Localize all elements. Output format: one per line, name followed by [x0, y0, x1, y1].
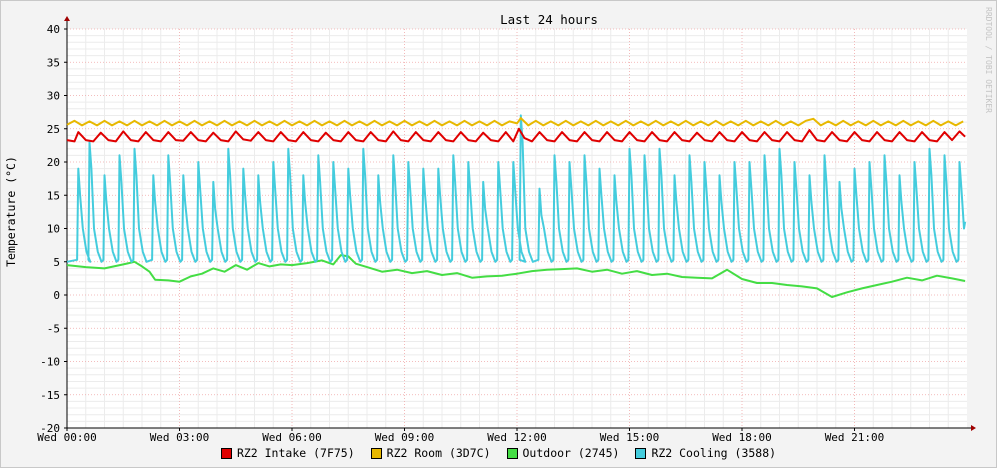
y-tick-label: 30: [47, 90, 60, 103]
x-tick-label: Wed 06:00: [262, 431, 322, 444]
x-tick-label: Wed 21:00: [825, 431, 885, 444]
y-axis-arrow: [64, 16, 70, 21]
x-tick-label: Wed 00:00: [37, 431, 97, 444]
y-axis-label: Temperature (°C): [4, 156, 18, 267]
series-line: [66, 127, 966, 143]
y-tick-label: 15: [47, 189, 60, 202]
legend-label: RZ2 Intake (7F75): [236, 446, 355, 460]
y-tick-label: 40: [47, 23, 60, 36]
legend-item-outdoor: Outdoor (2745): [506, 446, 620, 460]
legend-label: RZ2 Cooling (3588): [651, 446, 777, 460]
x-tick-label: Wed 18:00: [712, 431, 772, 444]
y-tick-label: 25: [47, 123, 60, 136]
y-tick-label: -10: [40, 356, 60, 369]
x-tick-label: Wed 03:00: [150, 431, 210, 444]
legend-swatch: [370, 447, 382, 459]
y-tick-label: -20: [40, 422, 60, 435]
legend-label: Outdoor (2745): [522, 446, 620, 460]
legend-swatch: [506, 447, 518, 459]
series-line: [66, 117, 964, 127]
x-tick-label: Wed 15:00: [600, 431, 660, 444]
y-tick-label: 0: [53, 289, 60, 302]
legend-item-intake: RZ2 Intake (7F75): [220, 446, 355, 460]
rrdtool-watermark: RRDTOOL / TOBI OETIKER: [984, 7, 993, 113]
y-tick-label: 5: [53, 256, 60, 269]
chart-title: Last 24 hours: [500, 12, 598, 27]
legend: RZ2 Intake (7F75) RZ2 Room (3D7C) Outdoo…: [0, 446, 997, 460]
y-tick-label: 10: [47, 223, 60, 236]
x-tick-label: Wed 09:00: [375, 431, 435, 444]
legend-swatch: [220, 447, 232, 459]
legend-item-room: RZ2 Room (3D7C): [370, 446, 491, 460]
y-tick-label: -5: [47, 322, 60, 335]
y-tick-label: -15: [40, 389, 60, 402]
x-tick-label: Wed 12:00: [487, 431, 547, 444]
legend-label: RZ2 Room (3D7C): [386, 446, 491, 460]
series-line: [66, 254, 966, 298]
legend-item-cooling: RZ2 Cooling (3588): [635, 446, 776, 460]
y-tick-label: 20: [47, 156, 60, 169]
x-axis-arrow: [971, 425, 976, 431]
legend-swatch: [635, 447, 647, 459]
series-line: [66, 114, 967, 263]
y-tick-label: 35: [47, 56, 60, 69]
